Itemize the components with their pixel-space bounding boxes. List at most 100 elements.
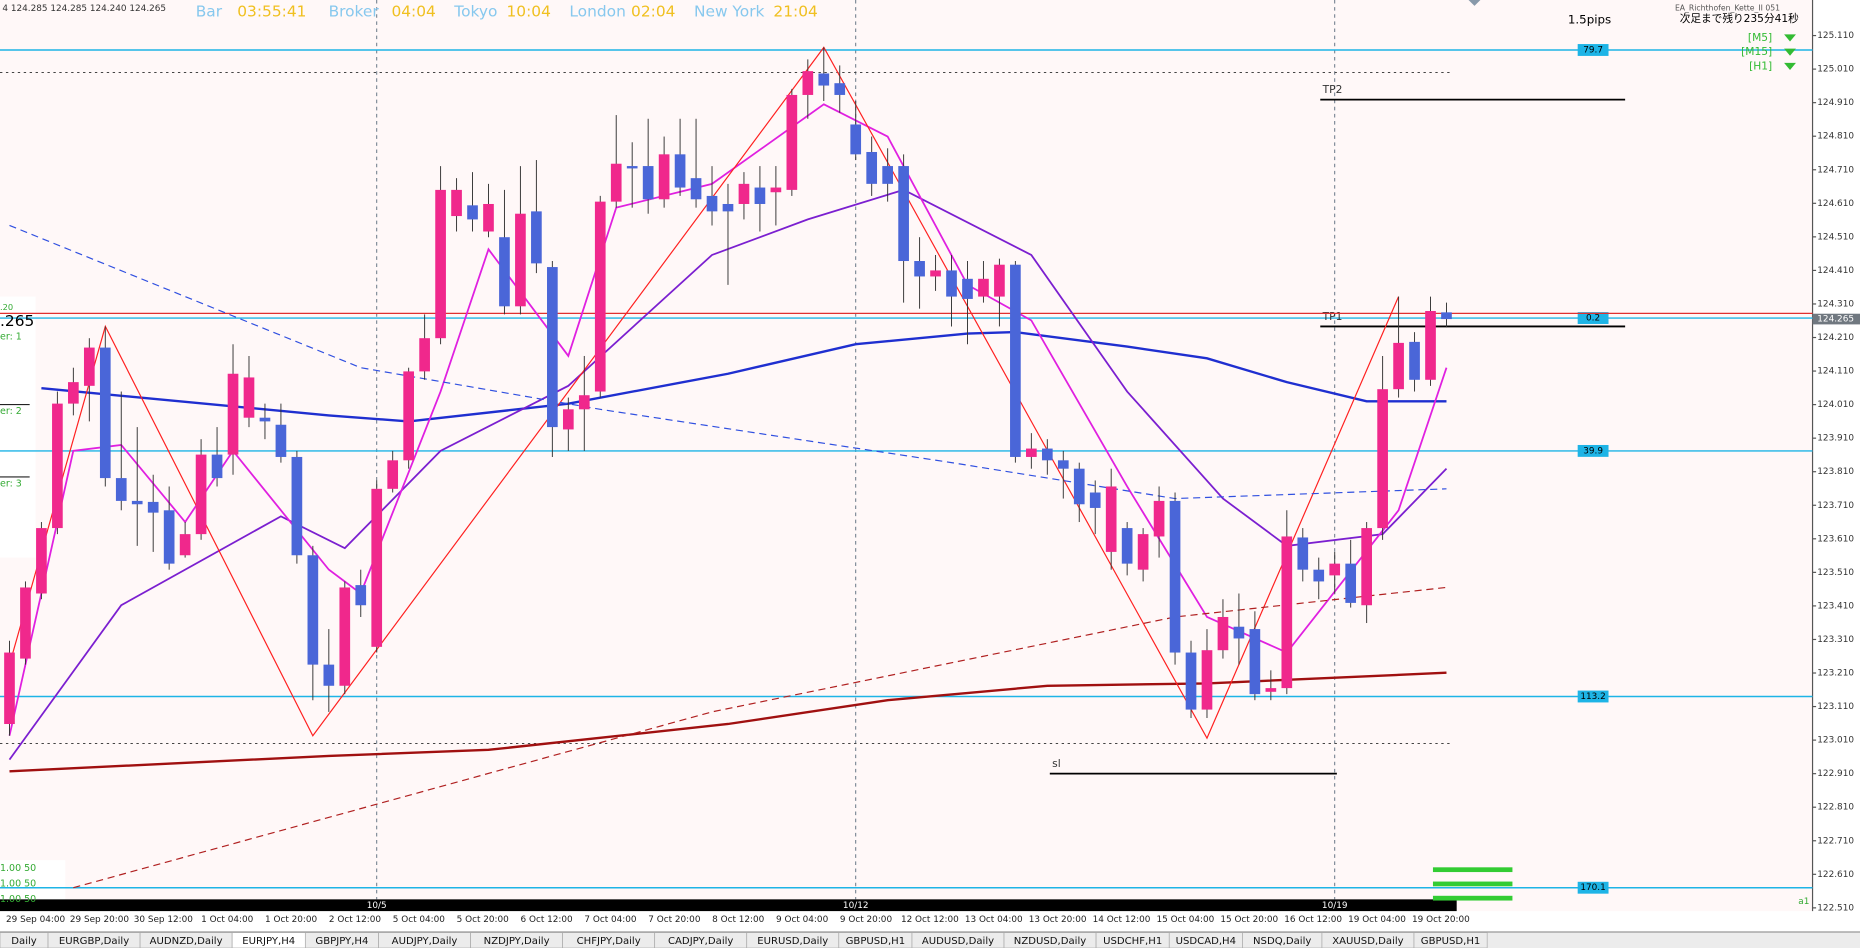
candle-body — [419, 338, 430, 372]
candle-body — [467, 205, 478, 220]
left-panel-row: 1.00 50 — [0, 894, 36, 905]
tab[interactable]: EURJPY,H4 — [231, 932, 306, 948]
tab-label[interactable]: CHFJPY,Daily — [577, 936, 641, 947]
tab[interactable]: AUDJPY,Daily — [378, 932, 471, 948]
tab[interactable]: AUDNZD,Daily — [139, 932, 233, 948]
candle-body — [722, 203, 734, 212]
y-tick-label: 124.610 — [1817, 199, 1854, 209]
spread: 1.5pips — [1568, 13, 1611, 27]
time-label: 12 Oct 12:00 — [901, 915, 959, 925]
y-tick-label: 124.210 — [1817, 333, 1854, 343]
tab-label[interactable]: GBPUSD,H1 — [1421, 936, 1481, 947]
candle-body — [1441, 312, 1452, 320]
tab-label[interactable]: NSDQ,Daily — [1253, 936, 1311, 947]
candle-body — [674, 154, 686, 188]
period-label: 10/5 — [367, 901, 387, 911]
tab[interactable]: USDCHF,H1 — [1095, 932, 1170, 948]
tab[interactable]: EURGBP,Daily — [47, 932, 141, 948]
tab-label[interactable]: EURJPY,H4 — [242, 936, 295, 947]
candle-body — [1425, 311, 1436, 380]
clock-time: 04:04 — [391, 2, 435, 20]
tab-label[interactable]: XAUUSD,Daily — [1332, 936, 1403, 947]
y-tick-label: 122.710 — [1817, 836, 1854, 846]
y-tick-label: 123.510 — [1817, 568, 1854, 578]
tab-label[interactable]: EURGBP,Daily — [59, 936, 129, 947]
tab[interactable]: USDCAD,H4 — [1168, 932, 1243, 948]
tab[interactable]: GBPJPY,H4 — [304, 932, 379, 948]
ea-name: EA_Richthofen_Kette_II 051 — [1675, 3, 1780, 12]
tab[interactable]: GBPUSD,H1 — [838, 932, 913, 948]
indicator-line — [9, 224, 1447, 500]
tab-label[interactable]: AUDNZD,Daily — [150, 936, 223, 947]
candle-body — [770, 187, 782, 193]
y-tick-label: 124.110 — [1817, 367, 1854, 377]
candle-body — [690, 178, 702, 200]
y-tick-label: 123.210 — [1817, 669, 1854, 679]
y-tick-label: 122.610 — [1817, 870, 1854, 880]
candle-body — [1249, 629, 1261, 695]
tab-background[interactable] — [1413, 932, 1488, 948]
y-tick-label: 122.510 — [1817, 903, 1854, 913]
time-label: 16 Oct 12:00 — [1284, 915, 1342, 925]
y-tick-label: 124.710 — [1817, 165, 1854, 175]
y-tick-label: 122.810 — [1817, 803, 1854, 813]
timeframe-label: [M15] — [1741, 45, 1772, 58]
candle-body — [882, 166, 893, 184]
candle-body — [435, 189, 446, 339]
tab[interactable]: CADJPY,Daily — [654, 932, 748, 948]
level-label: 79.7 — [1583, 45, 1603, 55]
time-label: 30 Sep 12:00 — [134, 915, 194, 925]
timeframe-label: [M5] — [1748, 31, 1772, 44]
candle-body — [1265, 688, 1277, 692]
clock-label: Tokyo — [453, 2, 497, 20]
candle-body — [179, 534, 191, 556]
y-tick-label: 124.810 — [1817, 132, 1854, 142]
y-tick-label: 124.910 — [1817, 98, 1854, 108]
tab[interactable]: GBPUSD,H1 — [1413, 932, 1488, 948]
tab[interactable]: CHFJPY,Daily — [562, 932, 656, 948]
indicator-line — [73, 586, 1447, 889]
y-tick-label: 124.010 — [1817, 400, 1854, 410]
candle-body — [1041, 448, 1053, 461]
clock-time: 21:04 — [773, 2, 817, 20]
candle-body — [307, 555, 319, 665]
tab-label[interactable]: NZDJPY,Daily — [484, 936, 550, 947]
candle-body — [994, 264, 1005, 297]
candle-body — [259, 417, 271, 422]
tab-label[interactable]: USDCHF,H1 — [1103, 936, 1162, 947]
candle-body — [1089, 492, 1101, 508]
candle-body — [786, 94, 798, 190]
tab[interactable]: EURUSD,Daily — [746, 932, 840, 948]
candle-body — [1345, 563, 1357, 603]
y-tick-label: 123.010 — [1817, 736, 1854, 746]
tab-label[interactable]: AUDUSD,Daily — [922, 936, 994, 947]
time-label: 1 Oct 20:00 — [265, 915, 318, 925]
tab-label[interactable]: GBPJPY,H4 — [315, 936, 368, 947]
candle-body — [4, 652, 15, 725]
y-tick-label: 124.510 — [1817, 232, 1854, 242]
tab[interactable]: XAUUSD,Daily — [1321, 932, 1415, 948]
time-label: 15 Oct 20:00 — [1220, 915, 1278, 925]
tab-label[interactable]: GBPUSD,H1 — [846, 936, 906, 947]
candle-body — [1185, 652, 1197, 710]
clock-time: 10:04 — [507, 2, 551, 20]
left-panel-row: 1.00 50 — [0, 863, 36, 874]
tab[interactable]: NZDUSD,Daily — [1003, 932, 1097, 948]
tab-label[interactable]: Daily — [11, 936, 37, 947]
candle-body — [850, 124, 862, 155]
tab-label[interactable]: CADJPY,Daily — [668, 936, 733, 947]
tab[interactable]: AUDUSD,Daily — [911, 932, 1005, 948]
tab[interactable]: NSDQ,Daily — [1242, 932, 1323, 948]
tab-label[interactable]: USDCAD,H4 — [1176, 936, 1236, 947]
tab-label[interactable]: AUDJPY,Daily — [392, 936, 458, 947]
time-label: 9 Oct 04:00 — [776, 915, 829, 925]
tab-label[interactable]: EURUSD,Daily — [757, 936, 828, 947]
candle-body — [818, 73, 830, 86]
y-tick-label: 123.310 — [1817, 635, 1854, 645]
tab[interactable]: Daily — [0, 932, 49, 948]
candle-body — [978, 278, 989, 297]
time-label: 13 Oct 04:00 — [965, 915, 1023, 925]
tab-label[interactable]: NZDUSD,Daily — [1014, 936, 1086, 947]
tab[interactable]: NZDJPY,Daily — [470, 932, 563, 948]
